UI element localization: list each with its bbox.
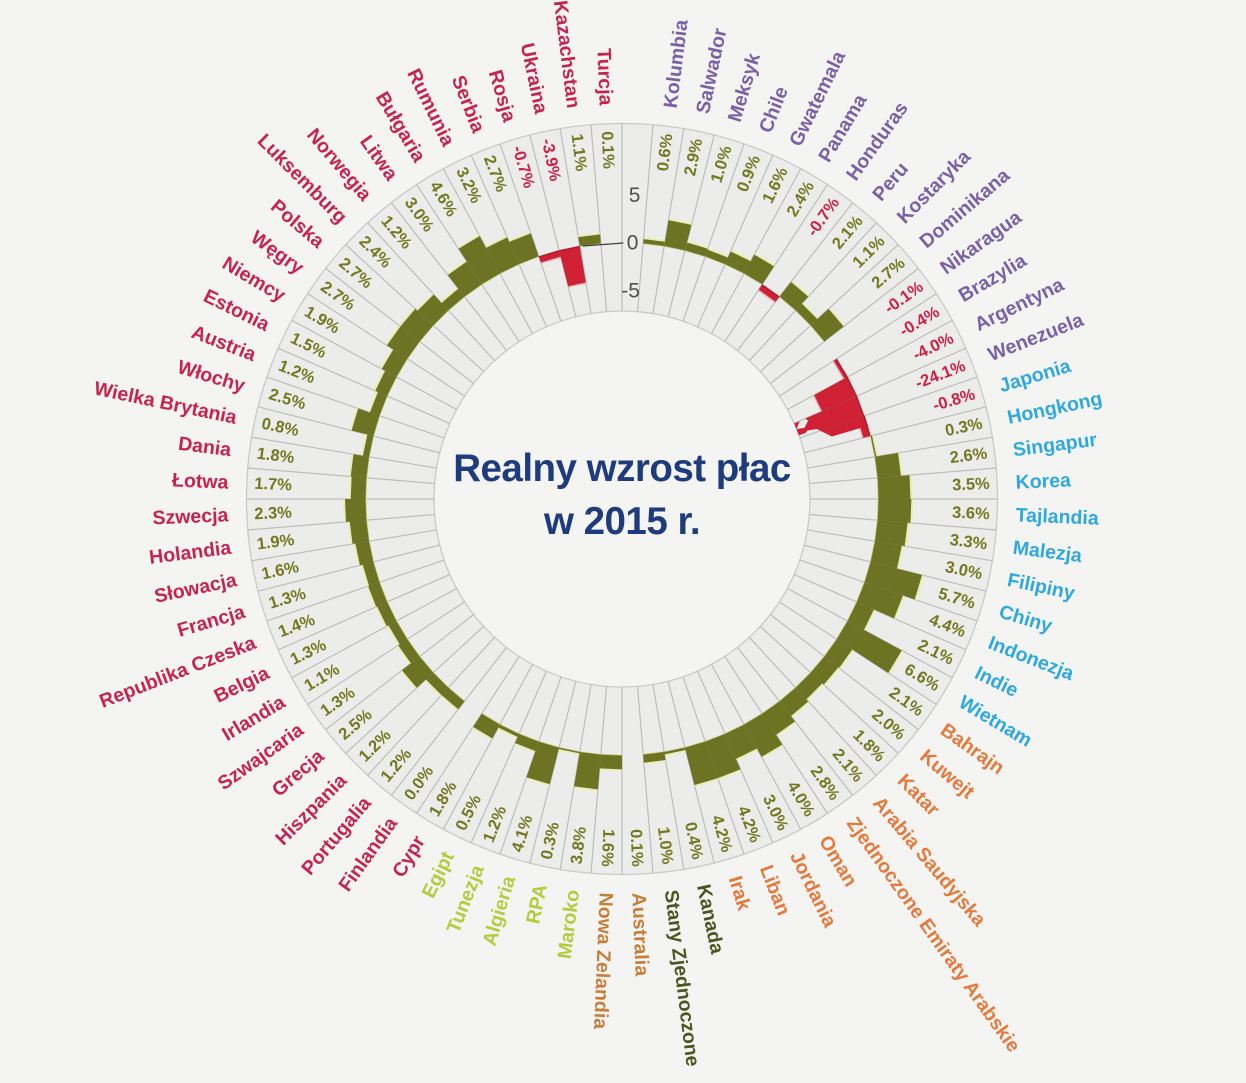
svg-text:3.5%: 3.5% [952, 475, 991, 495]
svg-text:w 2015 r.: w 2015 r. [543, 500, 700, 543]
svg-text:5: 5 [629, 184, 641, 207]
svg-text:0.1%: 0.1% [598, 131, 618, 170]
svg-text:Korea: Korea [1015, 469, 1071, 493]
svg-text:Australia: Australia [627, 892, 652, 976]
svg-text:Turcja: Turcja [592, 48, 616, 106]
svg-text:Realny wzrost płac: Realny wzrost płac [453, 447, 791, 490]
svg-text:2.6%: 2.6% [949, 445, 989, 468]
svg-text:-5: -5 [621, 279, 640, 302]
svg-text:1.8%: 1.8% [256, 445, 296, 468]
svg-text:Łotwa: Łotwa [172, 469, 229, 493]
svg-text:3.6%: 3.6% [952, 504, 991, 524]
svg-text:1.1%: 1.1% [568, 133, 591, 173]
svg-text:0: 0 [627, 232, 639, 255]
svg-text:1.7%: 1.7% [254, 475, 293, 495]
svg-text:3.8%: 3.8% [568, 825, 591, 865]
svg-text:0.6%: 0.6% [654, 132, 677, 172]
svg-text:Tajlandia: Tajlandia [1015, 504, 1099, 529]
svg-text:1.9%: 1.9% [256, 531, 296, 554]
svg-text:1.6%: 1.6% [598, 829, 618, 868]
svg-text:0.1%: 0.1% [627, 829, 647, 868]
svg-text:2.3%: 2.3% [254, 504, 293, 524]
svg-text:Szwecja: Szwecja [152, 504, 229, 529]
svg-text:1.0%: 1.0% [654, 826, 677, 866]
svg-text:3.3%: 3.3% [949, 531, 989, 554]
